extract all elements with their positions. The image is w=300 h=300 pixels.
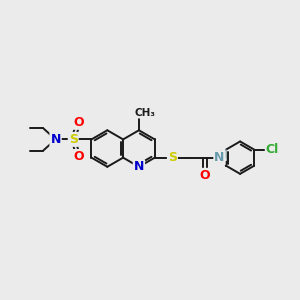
Text: N: N xyxy=(50,133,61,146)
Text: S: S xyxy=(168,151,177,164)
Text: N: N xyxy=(214,151,225,164)
Text: O: O xyxy=(74,116,84,129)
Text: CH₃: CH₃ xyxy=(135,108,156,118)
Text: O: O xyxy=(74,150,84,163)
Text: Cl: Cl xyxy=(266,143,279,156)
Text: S: S xyxy=(69,133,78,146)
Text: O: O xyxy=(200,169,210,182)
Text: H: H xyxy=(218,150,226,160)
Text: N: N xyxy=(134,160,144,173)
